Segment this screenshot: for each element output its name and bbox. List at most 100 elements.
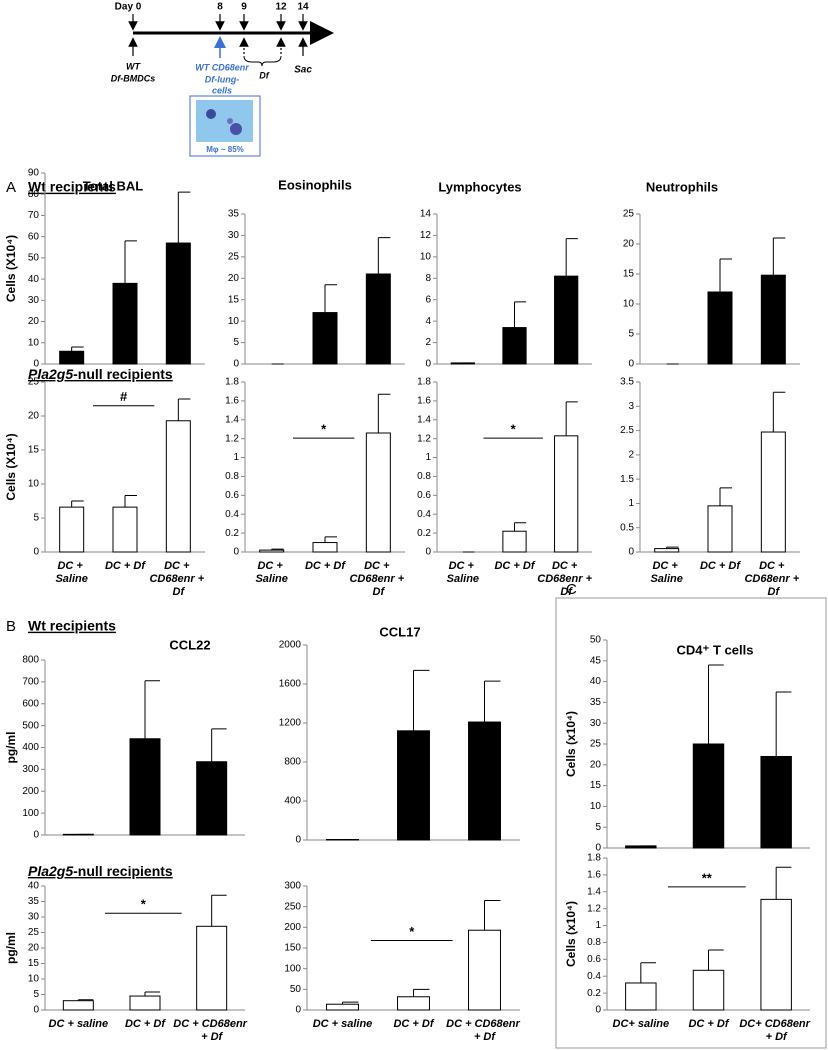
error-bar: [177, 191, 191, 244]
y-tick-label: 30: [28, 912, 40, 923]
y-tick-label: 0: [33, 547, 39, 558]
y-tick-label: 15: [590, 780, 602, 791]
bar: [654, 548, 680, 553]
label-line: Saline: [55, 573, 87, 585]
label-line: DC +: [652, 560, 680, 572]
label-line: DC + CD68enr: [446, 1018, 523, 1030]
bar: [707, 505, 733, 553]
y-tick-label: 10: [28, 974, 40, 985]
bar-chart: 0 5 10 15 20 25 30 35 40 45 50 CD4⁺ T cells Cells (x…: [564, 635, 810, 854]
bar-chart: 00.20.40.60.811.21.41.61.8DC + SalineDC …: [417, 377, 595, 598]
panel-label: B: [6, 618, 16, 635]
day-label: 12: [275, 2, 287, 13]
y-tick-label: 25: [228, 251, 240, 262]
error-bar: [708, 949, 724, 971]
chart-title: Neutrophils: [646, 179, 718, 194]
x-tick-label: DC + CD68enr + Df: [537, 560, 595, 598]
label-line: Saline: [650, 573, 682, 585]
inset-image: [196, 100, 253, 142]
lung-label: Df-lung-: [205, 74, 239, 84]
label-line: DC + saline: [313, 1018, 373, 1030]
y-tick-label: 1.6: [225, 396, 239, 407]
y-tick-label: 300: [22, 764, 39, 775]
significance-mark: *: [409, 924, 415, 939]
y-tick-label: 2: [628, 449, 634, 460]
y-tick-label: 0: [33, 830, 39, 841]
y-axis-label: Cells (x10⁴): [564, 901, 578, 967]
y-tick-label: 1600: [279, 679, 302, 690]
bar: [502, 530, 527, 553]
label-line: DC+ CD68enr: [739, 1018, 813, 1030]
label-line: Saline: [255, 573, 287, 585]
y-tick-label: 1.8: [417, 377, 431, 388]
error-bar: [565, 401, 578, 436]
y-tick-label: 6: [425, 294, 431, 305]
y-tick-label: 0.2: [587, 988, 601, 999]
bar-chart: 0 2 4 6 8 10 12 14 Lymphocytes: [420, 179, 592, 370]
error-bar: [666, 546, 679, 549]
error-bar: [484, 680, 501, 723]
y-tick-label: 0.8: [225, 471, 239, 482]
error-bar: [177, 398, 191, 421]
bar: [554, 435, 579, 553]
y-tick-label: 250: [284, 901, 301, 912]
y-tick-label: 40: [28, 274, 40, 285]
x-tick-label: DC + CD68enr + Df: [349, 560, 407, 598]
x-tick-label: DC+ CD68enr + Df: [739, 1018, 813, 1043]
cell: [206, 109, 216, 119]
bmdc-label: Df-BMDCs: [111, 73, 156, 83]
label-line: DC + Df: [105, 560, 146, 572]
significance-mark: *: [511, 422, 517, 437]
y-tick-label: 25: [28, 377, 40, 388]
label-line: DC + Df: [125, 1018, 166, 1030]
bar: [502, 327, 527, 365]
day-arrows: [128, 14, 308, 56]
y-tick-label: 1.5: [620, 474, 634, 485]
y-tick-label: 4: [425, 316, 431, 327]
y-tick-label: 3: [628, 401, 634, 412]
y-tick-label: 1200: [279, 718, 302, 729]
y-tick-label: 1: [425, 452, 431, 463]
bar-chart: 0 50 100 150 200 250 300 DC + saline DC + Df DC +…: [284, 881, 523, 1043]
bar: [397, 730, 430, 841]
panel-label: C: [566, 581, 577, 598]
y-tick-label: 20: [28, 943, 40, 954]
y-tick-label: 50: [28, 253, 40, 264]
error-bar: [71, 500, 84, 508]
label-line: CD68enr +: [537, 573, 595, 585]
y-tick-label: 0.8: [587, 937, 601, 948]
y-tick-label: 30: [590, 718, 602, 729]
y-tick-label: 25: [623, 209, 635, 220]
y-tick-label: 0.2: [225, 528, 239, 539]
bar: [59, 506, 85, 553]
x-tick-label: DC + Saline: [55, 560, 87, 585]
error-bar: [144, 680, 160, 739]
y-tick-label: 700: [22, 677, 39, 688]
bar: [468, 929, 501, 1011]
y-tick-label: 200: [22, 786, 39, 797]
error-bar: [514, 301, 527, 328]
error-bar: [211, 894, 227, 927]
error-bar: [211, 728, 227, 762]
bar: [468, 721, 501, 841]
day-label: 8: [217, 2, 223, 13]
y-tick-label: 15: [28, 445, 40, 456]
y-tick-label: 20: [228, 273, 240, 284]
error-bar: [772, 237, 786, 276]
y-tick-label: 0.4: [225, 509, 239, 520]
label-line: DC + Df: [688, 1018, 729, 1030]
bar: [62, 1000, 94, 1011]
bar: [196, 925, 228, 1011]
cells-label: cells: [212, 85, 232, 95]
label-line: CD68enr +: [349, 573, 407, 585]
error-bar: [719, 258, 732, 292]
gene: Pla2g5: [28, 366, 73, 382]
y-tick-label: 30: [228, 230, 240, 241]
y-tick-label: 0: [33, 1005, 39, 1016]
y-tick-label: 45: [590, 655, 602, 666]
bar: [112, 282, 138, 365]
error-bar: [124, 495, 137, 508]
x-tick-label: DC + Df: [305, 560, 346, 572]
bar: [625, 982, 657, 1011]
x-tick-label: DC + Saline: [447, 560, 479, 585]
